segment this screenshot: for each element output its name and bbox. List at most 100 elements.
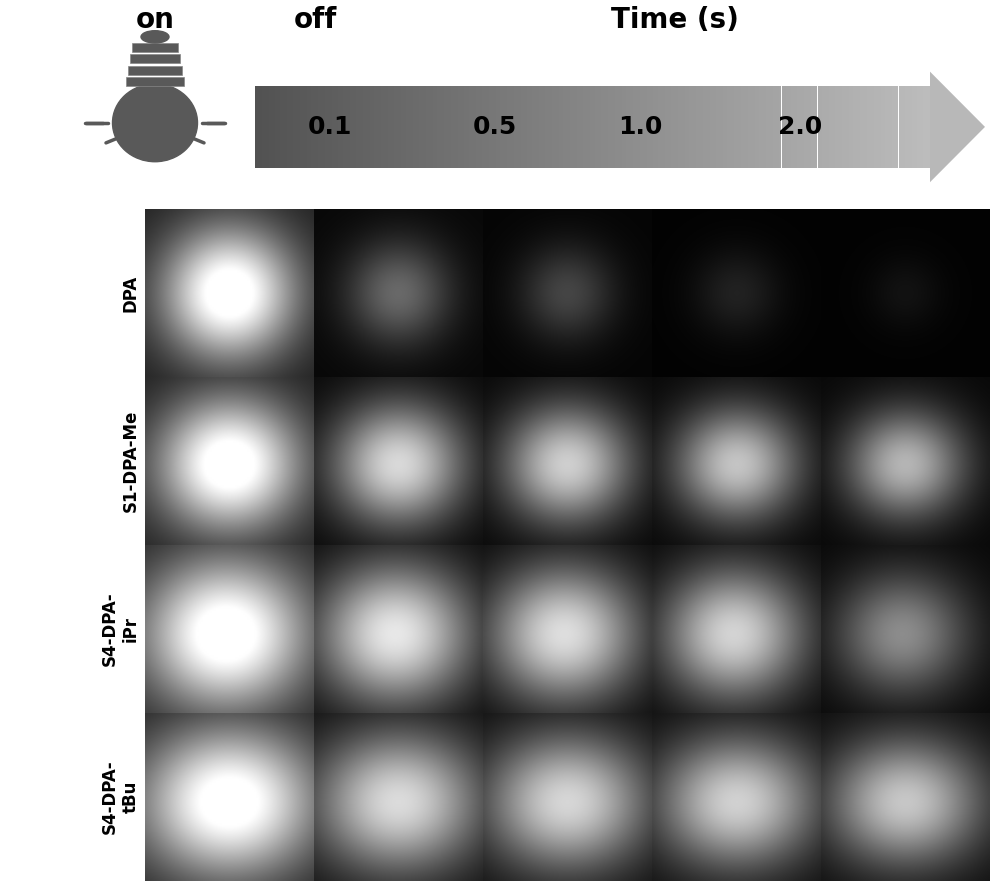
Bar (527, 86, 530, 168)
Bar (417, 86, 419, 168)
Bar (651, 86, 653, 168)
Bar (604, 86, 606, 168)
Bar (770, 86, 772, 168)
Bar (890, 86, 892, 168)
Text: off: off (293, 6, 337, 34)
Bar (856, 86, 858, 168)
Bar (489, 86, 491, 168)
Bar (280, 86, 282, 168)
Bar (572, 86, 574, 168)
Bar (466, 86, 469, 168)
Bar (397, 86, 399, 168)
Bar (732, 86, 734, 168)
Bar (446, 86, 449, 168)
Bar (802, 86, 804, 168)
Bar (853, 86, 856, 168)
Bar (862, 86, 865, 168)
Bar (550, 86, 552, 168)
Bar (343, 86, 345, 168)
Bar (878, 86, 881, 168)
Bar (455, 86, 458, 168)
Bar (678, 86, 680, 168)
Bar (494, 86, 496, 168)
Text: Time (s): Time (s) (611, 6, 739, 34)
Bar (372, 86, 374, 168)
Bar (520, 86, 523, 168)
Bar (887, 86, 890, 168)
Bar (329, 86, 332, 168)
Bar (730, 86, 732, 168)
Bar (835, 86, 838, 168)
Bar (361, 86, 363, 168)
Bar (680, 86, 682, 168)
Bar (480, 86, 482, 168)
Bar (745, 86, 748, 168)
Bar (394, 86, 397, 168)
Bar (822, 86, 824, 168)
Bar (928, 86, 930, 168)
Bar (687, 86, 689, 168)
Bar (795, 86, 797, 168)
Bar (613, 86, 615, 168)
Bar (464, 86, 467, 168)
Bar (660, 86, 662, 168)
Bar (293, 86, 296, 168)
Bar (422, 86, 424, 168)
Bar (514, 86, 516, 168)
Bar (448, 86, 451, 168)
Bar (559, 86, 561, 168)
Bar (401, 86, 404, 168)
Ellipse shape (112, 84, 198, 162)
Bar (914, 86, 916, 168)
Bar (350, 86, 352, 168)
Bar (291, 86, 293, 168)
Bar (826, 86, 829, 168)
Bar (905, 86, 908, 168)
Bar (354, 86, 356, 168)
Bar (255, 86, 257, 168)
Bar (892, 86, 894, 168)
Text: S4-DPA-
tBu: S4-DPA- tBu (101, 760, 140, 835)
Bar (638, 86, 640, 168)
Bar (287, 86, 289, 168)
Bar (561, 86, 563, 168)
Bar (530, 86, 532, 168)
Bar (554, 86, 556, 168)
Bar (532, 86, 534, 168)
Bar (392, 86, 394, 168)
Bar (442, 86, 444, 168)
Bar (806, 86, 808, 168)
Bar (658, 86, 660, 168)
Bar (622, 86, 624, 168)
Bar (790, 86, 793, 168)
Bar (311, 86, 314, 168)
Bar (824, 86, 826, 168)
Bar (500, 86, 503, 168)
Bar (460, 86, 462, 168)
Bar (556, 86, 559, 168)
Bar (271, 86, 273, 168)
Bar (340, 86, 343, 168)
Bar (444, 86, 446, 168)
Bar (633, 86, 635, 168)
Bar (676, 86, 678, 168)
Bar (624, 86, 626, 168)
Text: S4-DPA-
iPr: S4-DPA- iPr (101, 592, 140, 667)
Bar (595, 86, 597, 168)
Bar (797, 86, 800, 168)
Bar (700, 86, 703, 168)
Bar (619, 86, 622, 168)
Bar (413, 86, 415, 168)
Bar (590, 86, 592, 168)
Bar (332, 86, 334, 168)
Bar (606, 86, 608, 168)
Bar (570, 86, 572, 168)
Bar (716, 86, 718, 168)
Bar (509, 86, 512, 168)
Bar (581, 86, 583, 168)
Bar (642, 86, 644, 168)
Bar (320, 86, 323, 168)
Bar (516, 86, 518, 168)
Bar (482, 86, 484, 168)
Bar (476, 86, 478, 168)
